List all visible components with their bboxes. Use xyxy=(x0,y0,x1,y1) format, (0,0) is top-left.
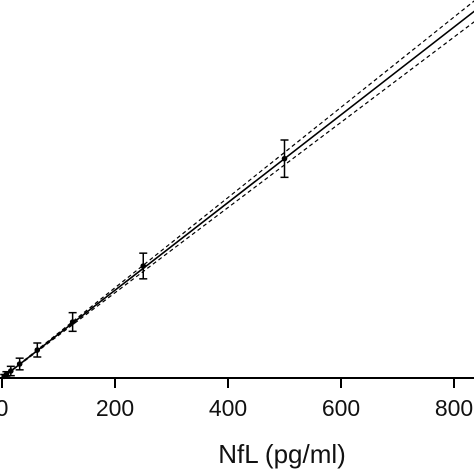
data-points xyxy=(0,139,289,380)
x-tick-label: 800 xyxy=(435,395,473,421)
x-tick-label: 200 xyxy=(96,395,134,421)
x-tick-label: 600 xyxy=(322,395,360,421)
x-axis-label: NfL (pg/ml) xyxy=(218,439,346,469)
data-point xyxy=(6,365,15,377)
x-tick-label: 0 xyxy=(0,395,8,421)
data-point xyxy=(33,342,42,358)
confidence-band xyxy=(1,0,474,379)
point-marker xyxy=(140,263,147,269)
regression-line xyxy=(1,10,474,379)
data-point xyxy=(280,139,289,179)
point-marker xyxy=(8,368,14,374)
point-marker xyxy=(34,347,41,353)
x-axis-ticks: 0 200 400 600 800 xyxy=(0,378,473,421)
lower-confidence-line xyxy=(1,21,474,379)
upper-confidence-line xyxy=(1,0,474,379)
data-point xyxy=(15,357,24,371)
data-point xyxy=(68,311,77,333)
point-marker xyxy=(281,155,288,162)
point-marker xyxy=(3,371,10,378)
point-marker xyxy=(16,361,23,367)
point-marker xyxy=(69,319,76,325)
fit-line xyxy=(1,10,474,379)
x-tick-label: 400 xyxy=(209,395,247,421)
data-point xyxy=(139,252,148,280)
